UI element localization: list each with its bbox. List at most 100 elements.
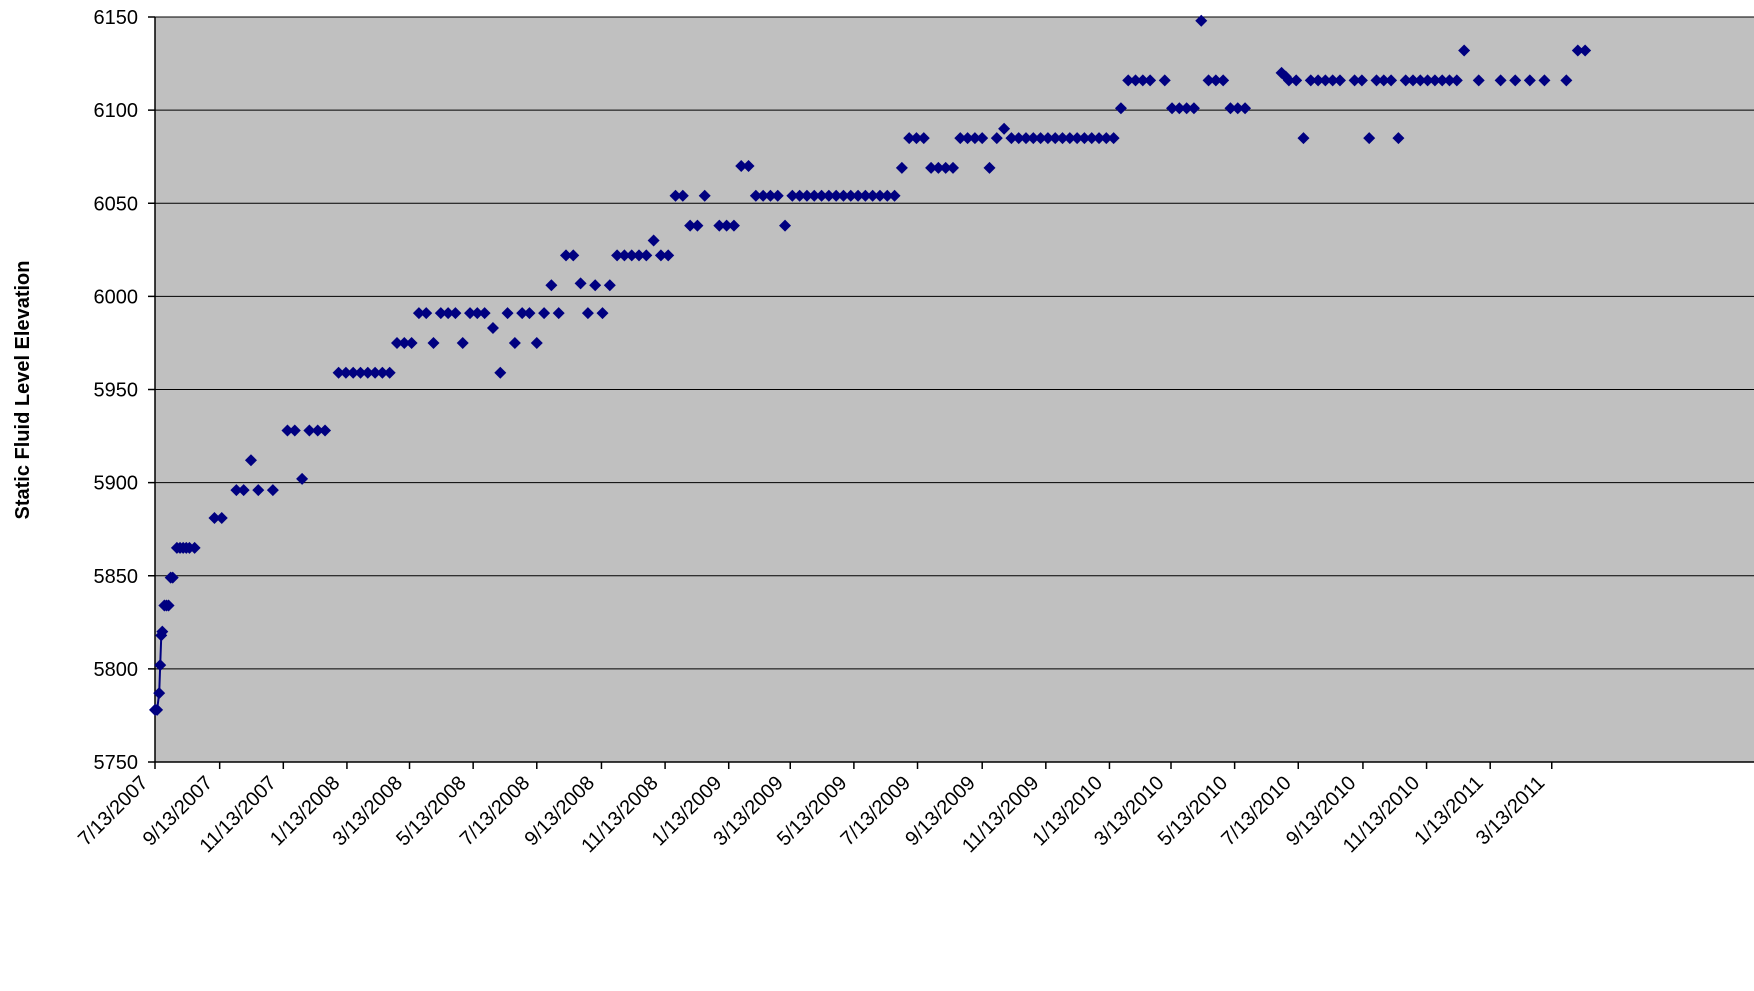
data-point — [354, 366, 367, 379]
data-point — [771, 189, 784, 202]
data-point — [456, 336, 469, 349]
data-point — [1436, 74, 1449, 87]
data-point — [749, 189, 762, 202]
data-point — [837, 189, 850, 202]
data-point — [1458, 44, 1471, 57]
data-point — [1085, 132, 1098, 145]
data-point — [917, 132, 930, 145]
data-point — [412, 307, 425, 320]
data-point — [574, 277, 587, 290]
data-point — [1579, 44, 1592, 57]
data-point — [244, 454, 257, 467]
data-point — [786, 189, 799, 202]
data-point — [153, 687, 166, 700]
data-point — [1209, 74, 1222, 87]
data-point — [640, 249, 653, 262]
data-point — [669, 189, 682, 202]
data-point — [1012, 132, 1025, 145]
data-point — [742, 160, 755, 172]
data-point — [1158, 74, 1171, 87]
data-point — [1392, 132, 1405, 145]
data-point — [151, 703, 164, 716]
data-point — [1107, 132, 1120, 145]
data-point — [1020, 132, 1033, 145]
data-point — [1049, 132, 1062, 145]
data-point — [156, 625, 169, 638]
data-point — [1538, 74, 1551, 87]
data-point — [296, 472, 309, 485]
x-tick-label: 7/13/2010 — [1217, 772, 1295, 850]
data-point — [369, 366, 382, 379]
data-point — [925, 161, 938, 174]
data-point — [822, 189, 835, 202]
data-point — [1041, 132, 1054, 145]
data-point — [808, 189, 821, 202]
y-tick-label: 5900 — [94, 473, 139, 495]
data-point — [1166, 102, 1179, 115]
data-point — [339, 366, 352, 379]
y-axis-title: Static Fluid Level Elevation — [12, 261, 34, 520]
data-point — [1202, 74, 1215, 87]
data-point — [1056, 132, 1069, 145]
data-point — [1093, 132, 1106, 145]
data-point — [281, 424, 294, 437]
data-point — [684, 219, 697, 232]
data-point — [1428, 74, 1441, 87]
data-point — [1494, 74, 1507, 87]
y-tick-label: 5850 — [94, 566, 139, 588]
data-point — [910, 132, 923, 145]
data-point — [611, 249, 624, 262]
data-point — [581, 307, 594, 320]
data-point — [1144, 74, 1157, 87]
data-point — [252, 484, 265, 497]
data-point — [1333, 74, 1346, 87]
data-point — [727, 219, 740, 232]
data-point — [903, 132, 916, 145]
data-point — [1560, 74, 1573, 87]
data-point — [1363, 132, 1376, 145]
data-point — [552, 307, 565, 320]
data-point — [779, 219, 792, 232]
data-point — [188, 541, 201, 554]
data-point — [1312, 74, 1325, 87]
data-point — [1136, 74, 1149, 87]
data-point — [1377, 74, 1390, 87]
data-point — [676, 189, 689, 202]
data-point — [1034, 132, 1047, 145]
data-point — [162, 599, 175, 612]
data-point — [478, 307, 491, 320]
data-point — [1421, 74, 1434, 87]
data-point — [1385, 74, 1398, 87]
data-point — [1100, 132, 1113, 145]
data-point — [1355, 74, 1368, 87]
data-point — [516, 307, 529, 320]
data-point — [1509, 74, 1522, 87]
gridlines — [155, 16, 1754, 670]
data-point — [494, 366, 507, 379]
data-point — [852, 189, 865, 202]
data-point — [288, 424, 301, 437]
data-point — [434, 307, 447, 320]
data-point — [530, 336, 543, 349]
y-axis-ticks — [148, 16, 155, 763]
data-point — [589, 279, 602, 292]
data-point — [1319, 74, 1332, 87]
data-point — [1443, 74, 1456, 87]
data-point — [230, 484, 243, 497]
y-axis-tick-labels: 5750 5800 5850 5900 5950 6000 6050 6100 6150 — [94, 7, 139, 774]
data-point — [596, 307, 609, 320]
data-point — [1239, 102, 1252, 115]
data-point — [1297, 132, 1310, 145]
x-axis-tick-labels: 7/13/20079/13/200711/13/20071/13/20083/1… — [74, 772, 1549, 857]
data-point — [888, 189, 901, 202]
data-point — [420, 307, 433, 320]
data-point — [1370, 74, 1383, 87]
data-point — [859, 189, 872, 202]
y-tick-label: 5800 — [94, 659, 139, 681]
data-point — [983, 161, 996, 174]
data-point — [486, 322, 499, 335]
data-point — [319, 424, 332, 437]
data-point — [939, 161, 952, 174]
data-point — [1290, 74, 1303, 87]
